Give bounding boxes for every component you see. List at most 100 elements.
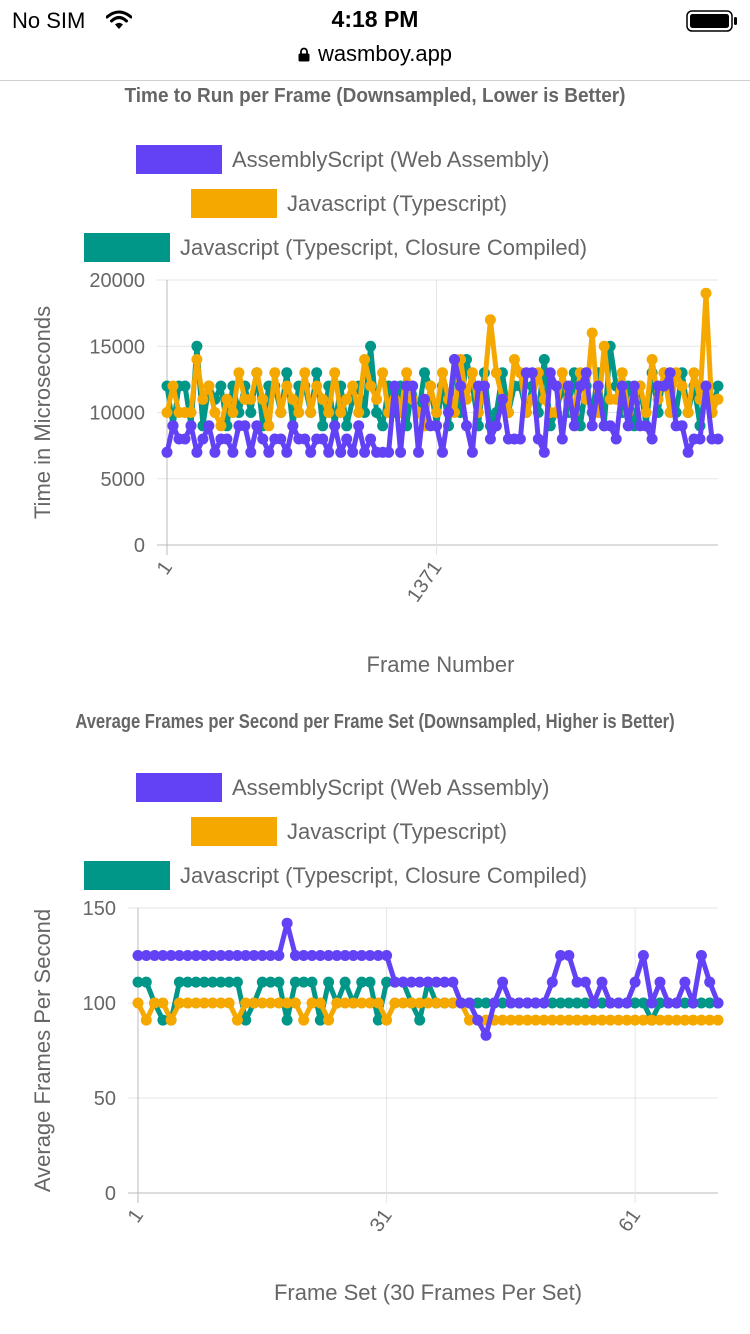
data-point	[514, 433, 526, 445]
data-point	[586, 420, 598, 432]
data-point	[167, 420, 179, 432]
data-point	[628, 380, 640, 392]
data-point	[215, 380, 227, 392]
data-point	[185, 420, 197, 432]
x-axis-label: Frame Number	[367, 652, 515, 677]
data-point	[347, 446, 359, 458]
data-point	[700, 287, 712, 299]
data-point	[546, 1014, 558, 1026]
data-point	[281, 1014, 293, 1026]
data-point	[505, 1014, 517, 1026]
data-point	[221, 393, 233, 405]
data-point	[654, 1014, 666, 1026]
data-point	[505, 997, 517, 1009]
data-point	[275, 433, 287, 445]
carrier-label: No SIM	[12, 8, 86, 33]
data-point	[472, 1014, 484, 1026]
data-point	[323, 976, 335, 988]
data-point	[248, 997, 260, 1009]
data-point	[574, 380, 586, 392]
data-point	[173, 997, 185, 1009]
status-bar: No SIM 4:18 PM wasmboy.app	[0, 0, 750, 81]
data-point	[496, 393, 508, 405]
data-point	[281, 367, 293, 379]
x-tick-label: 1	[153, 557, 177, 579]
data-point	[616, 380, 628, 392]
data-point	[265, 950, 277, 961]
data-point	[273, 950, 285, 961]
data-point	[621, 997, 633, 1009]
data-point	[347, 997, 359, 1009]
data-point	[712, 393, 724, 405]
data-point	[422, 997, 434, 1009]
data-point	[414, 976, 426, 988]
data-point	[466, 446, 478, 458]
data-point	[281, 446, 293, 458]
data-point	[646, 997, 658, 1009]
data-point	[431, 407, 442, 418]
data-point	[132, 997, 144, 1009]
data-point	[579, 997, 591, 1009]
data-point	[682, 446, 694, 458]
data-point	[157, 950, 169, 961]
data-point	[298, 976, 310, 988]
data-point	[405, 976, 417, 988]
data-point	[207, 976, 219, 988]
data-point	[191, 446, 203, 458]
data-point	[646, 1014, 658, 1026]
data-point	[215, 976, 227, 988]
data-point	[463, 1014, 475, 1026]
legend-label: AssemblyScript (Web Assembly)	[232, 775, 549, 800]
data-point	[508, 354, 520, 365]
data-point	[339, 976, 351, 988]
data-point	[298, 1014, 310, 1026]
address-bar[interactable]: wasmboy.app	[0, 41, 750, 67]
data-point	[431, 420, 442, 432]
data-point	[571, 997, 583, 1009]
data-point	[372, 997, 384, 1009]
data-point	[712, 380, 724, 392]
data-point	[191, 354, 203, 365]
data-point	[480, 997, 492, 1009]
data-point	[556, 433, 568, 445]
data-point	[472, 997, 484, 1009]
data-point	[306, 950, 318, 961]
data-point	[447, 997, 459, 1009]
data-point	[314, 950, 326, 961]
data-point	[679, 976, 691, 988]
data-point	[347, 950, 359, 961]
data-point	[580, 367, 592, 379]
x-axis-label: Frame Set (30 Frames Per Set)	[274, 1280, 582, 1305]
data-point	[140, 976, 152, 988]
data-point	[157, 997, 169, 1009]
data-point	[203, 420, 215, 432]
data-point	[414, 1014, 426, 1026]
data-point	[439, 976, 451, 988]
data-point	[257, 393, 269, 405]
data-point	[248, 950, 260, 961]
data-point	[579, 1014, 591, 1026]
data-point	[662, 1014, 674, 1026]
data-point	[165, 1014, 177, 1026]
data-point	[372, 950, 384, 961]
data-point	[679, 1014, 691, 1026]
legend-label: Javascript (Typescript)	[287, 191, 507, 216]
data-point	[221, 433, 233, 445]
data-point	[556, 367, 568, 379]
data-point	[365, 340, 377, 352]
data-point	[484, 433, 496, 445]
data-point	[198, 950, 210, 961]
data-point	[694, 433, 706, 445]
series-0	[132, 917, 724, 1041]
x-tick-label: 61	[614, 1205, 645, 1236]
data-point	[317, 433, 329, 445]
battery-icon	[686, 10, 737, 32]
data-point	[695, 1014, 707, 1026]
data-point	[571, 1014, 583, 1026]
data-point	[198, 997, 210, 1009]
data-point	[568, 420, 580, 432]
data-point	[331, 950, 343, 961]
data-point	[484, 314, 496, 326]
data-point	[256, 997, 268, 1009]
data-point	[359, 446, 371, 458]
